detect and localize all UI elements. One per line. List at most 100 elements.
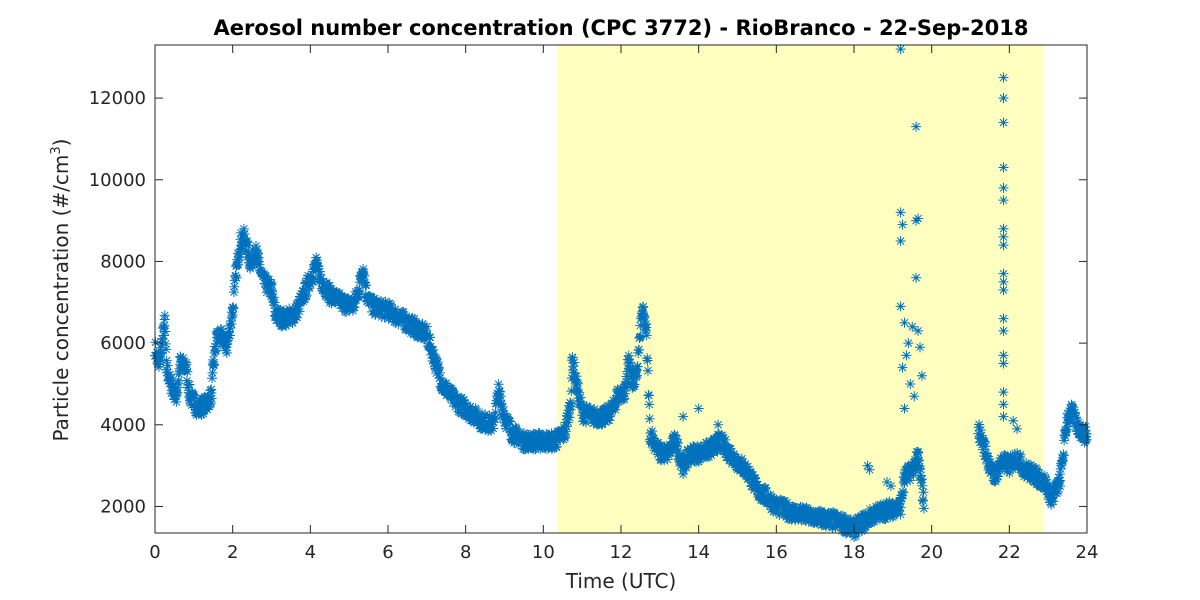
data-point <box>998 231 1009 242</box>
data-point <box>1073 417 1084 428</box>
data-point <box>480 409 491 420</box>
data-point <box>421 321 432 332</box>
data-point <box>354 285 365 296</box>
data-point <box>269 297 280 308</box>
data-point <box>899 403 910 414</box>
data-point <box>155 354 166 365</box>
data-point <box>998 276 1009 287</box>
data-point <box>1040 472 1051 483</box>
data-point <box>625 363 636 374</box>
data-point <box>1008 415 1019 426</box>
data-point <box>416 332 427 343</box>
data-point <box>242 236 253 247</box>
data-point <box>505 416 516 427</box>
data-point <box>157 334 168 345</box>
data-point <box>737 458 748 469</box>
data-point <box>339 292 350 303</box>
data-point <box>216 324 227 335</box>
data-point <box>908 469 919 480</box>
data-point <box>501 423 512 434</box>
data-point <box>561 421 572 432</box>
data-point <box>915 463 926 474</box>
data-point <box>548 434 559 445</box>
x-tick-label: 22 <box>998 542 1021 563</box>
x-tick-label: 0 <box>149 542 160 563</box>
data-point <box>330 297 341 308</box>
data-point <box>893 505 904 516</box>
data-point <box>681 462 692 473</box>
data-point <box>338 298 349 309</box>
data-point <box>642 365 653 376</box>
data-point <box>642 355 653 366</box>
data-point <box>913 325 924 336</box>
data-point <box>990 465 1001 476</box>
data-point <box>156 339 167 350</box>
data-point <box>639 311 650 322</box>
data-point <box>903 338 914 349</box>
data-point <box>712 446 723 457</box>
data-point <box>194 404 205 415</box>
data-point <box>428 344 439 355</box>
data-point <box>723 449 734 460</box>
data-point <box>800 515 811 526</box>
y-axis-label-end: ) <box>49 139 73 147</box>
data-point <box>995 452 1006 463</box>
data-point <box>230 270 241 281</box>
data-point <box>409 313 420 324</box>
data-point <box>669 430 680 441</box>
data-point <box>249 258 260 269</box>
data-point <box>752 479 763 490</box>
data-point <box>490 407 501 418</box>
y-tick-label: 8000 <box>100 251 146 272</box>
data-point <box>789 502 800 513</box>
data-point <box>916 474 927 485</box>
data-point <box>204 394 215 405</box>
data-point <box>897 219 908 230</box>
data-point <box>646 437 657 448</box>
data-point <box>720 434 731 445</box>
data-point <box>281 320 292 331</box>
data-point <box>895 301 906 312</box>
data-point <box>407 313 418 324</box>
x-tick-label: 8 <box>460 542 471 563</box>
data-point <box>998 93 1009 104</box>
data-point <box>975 424 986 435</box>
data-point <box>780 502 791 513</box>
data-point <box>1045 481 1056 492</box>
data-point <box>425 341 436 352</box>
data-point <box>351 295 362 306</box>
data-point <box>241 245 252 256</box>
data-point <box>334 287 345 298</box>
data-point <box>464 407 475 418</box>
data-point <box>643 390 654 401</box>
data-point <box>852 523 863 534</box>
data-point <box>882 476 893 487</box>
data-point <box>641 330 652 341</box>
data-point <box>911 121 922 132</box>
data-point <box>895 502 906 513</box>
data-point <box>565 404 576 415</box>
data-point <box>832 509 843 520</box>
data-point <box>985 456 996 467</box>
data-point <box>494 386 505 397</box>
data-point <box>645 434 656 445</box>
data-point <box>726 450 737 461</box>
data-point <box>709 433 720 444</box>
data-point <box>1063 417 1074 428</box>
data-point <box>160 338 171 349</box>
data-point <box>706 450 717 461</box>
data-point <box>262 283 273 294</box>
data-point <box>899 478 910 489</box>
data-point <box>695 440 706 451</box>
data-point <box>998 387 1009 398</box>
data-point <box>172 387 183 398</box>
data-point <box>603 400 614 411</box>
chart-title: Aerosol number concentration (CPC 3772) … <box>214 16 1029 40</box>
data-point <box>574 387 585 398</box>
data-point <box>568 367 579 378</box>
data-point <box>223 333 234 344</box>
data-point <box>313 261 324 272</box>
data-point <box>683 457 694 468</box>
data-point <box>895 207 906 218</box>
data-point <box>526 439 537 450</box>
